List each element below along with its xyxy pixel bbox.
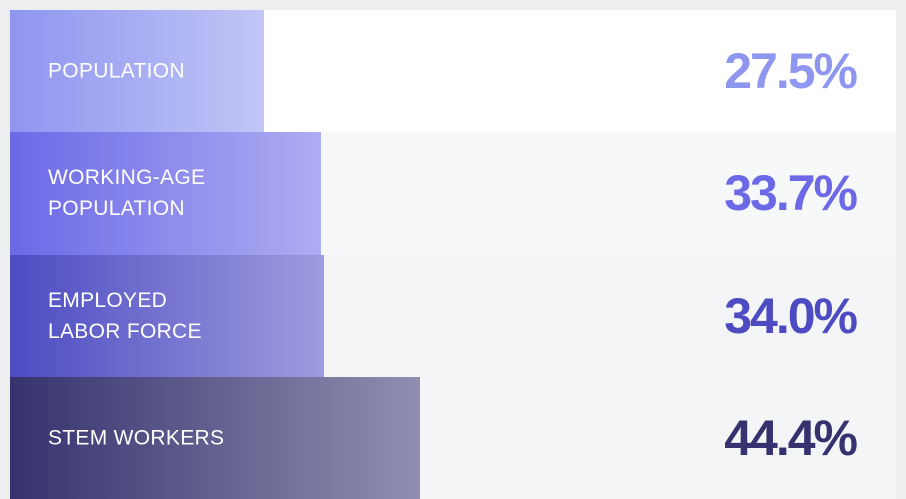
bar <box>10 254 324 377</box>
chart: POPULATION 27.5% WORKING-AGE POPULATION 33.… <box>10 10 896 499</box>
category-label: POPULATION <box>48 59 185 83</box>
category-label: EMPLOYED LABOR FORCE <box>48 288 202 343</box>
value-label: 27.5% <box>724 43 858 100</box>
value-label: 33.7% <box>724 165 858 222</box>
row: POPULATION 27.5% <box>10 10 896 133</box>
bar <box>10 376 420 499</box>
row: STEM WORKERS 44.4% <box>10 376 896 499</box>
bar <box>10 132 322 255</box>
category-label: STEM WORKERS <box>48 426 225 450</box>
row: EMPLOYED LABOR FORCE 34.0% <box>10 254 896 377</box>
bar <box>10 10 264 133</box>
value-label: 44.4% <box>724 409 858 466</box>
row: WORKING-AGE POPULATION 33.7% <box>10 132 896 255</box>
category-label: WORKING-AGE POPULATION <box>48 166 206 221</box>
value-label: 34.0% <box>724 287 858 344</box>
